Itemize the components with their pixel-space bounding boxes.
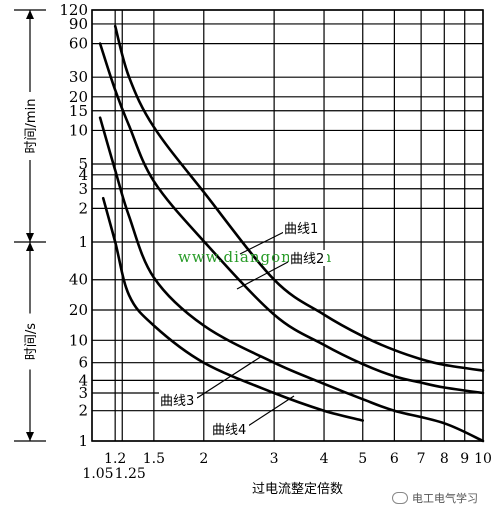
x-tick-label: 2	[199, 451, 208, 467]
y-tick-label: 15	[69, 102, 88, 120]
annotation-leader	[196, 355, 263, 399]
axis-layer: 1234510152030609012012346102040时间/min时间/…	[14, 1, 492, 497]
y-tick-label: 3	[78, 180, 88, 198]
source-badge-text: 电工电气学习	[412, 492, 478, 505]
ylabel-min-bg	[21, 92, 39, 160]
annotation-curve-3: 曲线3	[160, 394, 194, 409]
x-tick-label: 7	[417, 451, 426, 467]
y-tick-label: 6	[78, 354, 88, 372]
annotation-bg	[211, 421, 249, 437]
x-tick-label: 6	[390, 451, 399, 467]
x-tick-label: 5	[358, 451, 367, 467]
annotation-bg	[289, 250, 327, 266]
ylabel-sec-bg	[21, 313, 39, 370]
ylabel-min: 时间/min	[24, 99, 39, 154]
x-tick-label: 1.2	[104, 451, 126, 467]
y-tick-label: 4	[78, 371, 88, 389]
y-tick-label: 3	[78, 384, 88, 402]
ylabel-sec: 时间/s	[24, 323, 39, 360]
dimension-arrow	[26, 10, 34, 19]
x-tick-label: 9	[460, 451, 469, 467]
x-axis-title: 过电流整定倍数	[252, 482, 343, 497]
y-tick-label: 5	[78, 155, 88, 173]
series-line-4	[101, 196, 364, 422]
series-layer	[98, 24, 485, 443]
y-tick-label: 2	[78, 199, 88, 217]
series-line-2	[98, 42, 485, 395]
series-line-1	[113, 24, 485, 372]
y-tick-label: 4	[78, 166, 88, 184]
annotation-leader	[236, 261, 289, 290]
x-tick-label: 4	[320, 451, 329, 467]
annotation-leader	[239, 231, 285, 255]
annotation-leader	[247, 395, 295, 427]
annotation-curve-2: 曲线2	[290, 252, 324, 267]
x-tick-label: 1.05	[82, 466, 113, 482]
dimension-arrow	[26, 432, 34, 441]
source-badge: 电工电气学习	[392, 488, 500, 508]
x-tick-label: 1.25	[115, 466, 146, 482]
x-tick-label: 1.5	[143, 451, 165, 467]
y-tick-label: 10	[69, 121, 88, 139]
y-tick-label: 30	[69, 68, 88, 86]
annotation-curve-4: 曲线4	[212, 423, 246, 438]
dimension-arrow	[26, 233, 34, 242]
y-tick-label: 1	[78, 432, 88, 450]
x-tick-label: 10	[474, 451, 492, 467]
dimension-arrow	[26, 242, 34, 251]
x-tick-label: 8	[440, 451, 449, 467]
y-tick-label: 120	[59, 1, 88, 19]
y-tick-label: 90	[69, 15, 88, 33]
y-tick-label: 40	[69, 271, 88, 289]
grid-layer	[91, 9, 484, 442]
x-tick-label: 3	[270, 451, 279, 467]
y-tick-label: 20	[69, 88, 88, 106]
series-line-3	[98, 116, 485, 443]
y-tick-label: 10	[69, 331, 88, 349]
y-tick-label: 2	[78, 402, 88, 420]
annotation-curve-1: 曲线1	[284, 222, 318, 237]
wechat-icon	[392, 492, 408, 504]
y-tick-label: 20	[69, 301, 88, 319]
annotation-bg	[159, 392, 197, 408]
y-tick-label: 60	[69, 35, 88, 53]
annotation-bg	[283, 220, 321, 236]
y-tick-label: 1	[78, 233, 88, 251]
